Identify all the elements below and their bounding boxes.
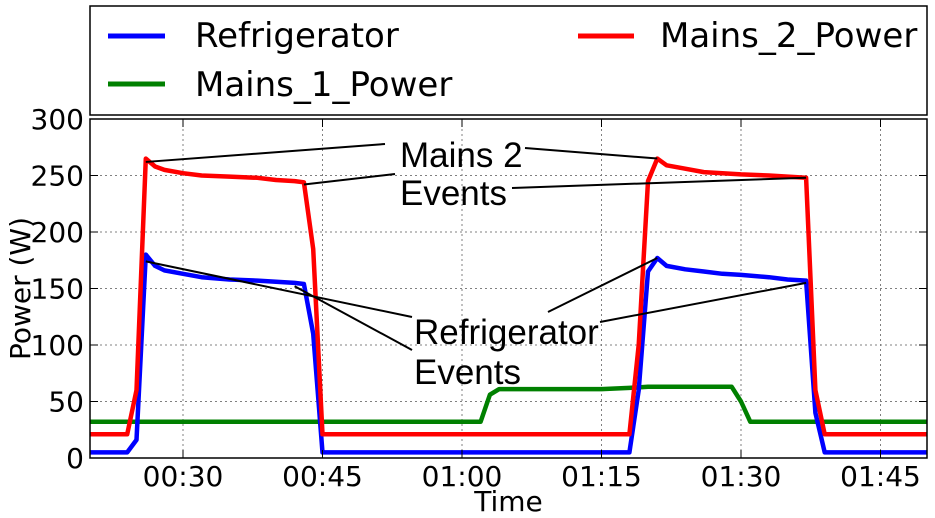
x-tick-label: 00:45 <box>282 460 363 493</box>
y-tick-label: 50 <box>48 386 84 419</box>
y-tick-label: 300 <box>31 103 84 136</box>
y-axis-label: Power (W) <box>4 217 37 360</box>
y-tick-label: 0 <box>66 442 84 475</box>
annotation-arrow <box>294 285 413 351</box>
legend: Refrigerator Mains_2_Power Mains_1_Power <box>89 5 928 116</box>
y-tick-label: 200 <box>31 216 84 249</box>
legend-label: Refrigerator <box>195 16 399 56</box>
y-tick-label: 100 <box>31 329 84 362</box>
annotation-arrow <box>303 173 396 186</box>
annotation-arrow <box>145 143 386 163</box>
annotation-arrow <box>547 257 658 313</box>
annotation-text: Events <box>400 174 507 213</box>
annotation-arrow <box>524 147 658 160</box>
annotation-arrow <box>145 260 413 318</box>
legend-label: Mains_1_Power <box>195 65 452 105</box>
annotation-text: Events <box>414 353 521 392</box>
x-tick-label: 00:30 <box>143 460 224 493</box>
x-tick-label: 01:00 <box>422 460 503 493</box>
annotation-arrow <box>599 281 807 323</box>
plot-frame <box>89 118 928 459</box>
y-tick-label: 150 <box>31 273 84 306</box>
y-tick-label: 250 <box>31 160 84 193</box>
series-line-mains-2-power <box>90 156 927 437</box>
series-line-mains-1-power <box>90 384 927 425</box>
annotation-text: Refrigerator <box>414 313 599 352</box>
x-tick-label: 01:30 <box>701 460 782 493</box>
legend-box <box>89 5 928 116</box>
series-lines <box>90 156 927 455</box>
x-tick-label: 01:15 <box>561 460 642 493</box>
series-line-refrigerator <box>90 252 927 455</box>
x-axis-label: Time <box>473 485 543 518</box>
annotation-arrow <box>511 176 807 189</box>
legend-label: Mains_2_Power <box>660 16 917 56</box>
x-tick-label: 01:45 <box>840 460 921 493</box>
axes: 0 50 100 150 200 250 300 00:30 00:45 01:00 01:15 01… <box>31 103 927 493</box>
annotation-text: Mains 2 <box>400 136 523 175</box>
